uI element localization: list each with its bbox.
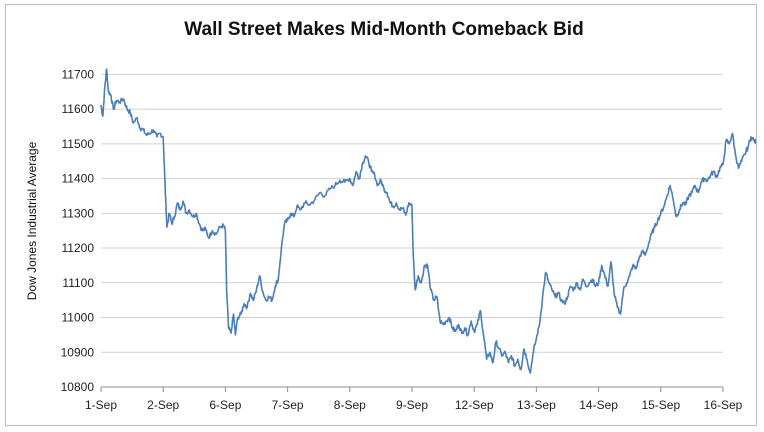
y-tick-label: 11200 bbox=[62, 241, 95, 255]
y-tick-label: 10800 bbox=[61, 380, 95, 394]
y-tick-label: 11500 bbox=[62, 137, 95, 151]
y-axis-tick-labels: 10800 10900 11000 11100 11200 11300 11400 11500… bbox=[61, 67, 95, 394]
y-tick-label: 11000 bbox=[62, 311, 95, 325]
x-tick-label: 7-Sep bbox=[272, 398, 304, 412]
x-tick-label: 13-Sep bbox=[517, 398, 556, 412]
x-axis-tick-labels: 1-Sep 2-Sep 6-Sep 7-Sep 8-Sep 9-Sep 12-Sep 13-S… bbox=[85, 398, 743, 412]
line-chart: Wall Street Makes Mid-Month Comeback Bid… bbox=[25, 19, 756, 412]
series-line-dow-jones bbox=[100, 68, 756, 374]
y-tick-label: 11600 bbox=[62, 102, 95, 116]
y-axis-title: Dow Jones Industrial Average bbox=[25, 141, 39, 300]
chart-frame: Wall Street Makes Mid-Month Comeback Bid… bbox=[5, 4, 757, 426]
x-tick-label: 8-Sep bbox=[334, 398, 366, 412]
chart-title: Wall Street Makes Mid-Month Comeback Bid bbox=[184, 19, 583, 40]
x-axis bbox=[100, 386, 724, 392]
x-tick-label: 9-Sep bbox=[396, 398, 428, 412]
x-tick-label: 12-Sep bbox=[455, 398, 494, 412]
x-tick-label: 2-Sep bbox=[147, 398, 179, 412]
x-tick-label: 6-Sep bbox=[209, 398, 241, 412]
y-tick-label: 10900 bbox=[61, 345, 95, 359]
x-tick-label: 1-Sep bbox=[85, 398, 117, 412]
y-tick-label: 11100 bbox=[62, 276, 94, 290]
x-tick-label: 16-Sep bbox=[704, 398, 743, 412]
series-layer bbox=[100, 68, 756, 374]
x-tick-label: 14-Sep bbox=[579, 398, 618, 412]
y-tick-label: 11700 bbox=[62, 67, 95, 81]
y-tick-label: 11300 bbox=[62, 206, 95, 220]
y-tick-label: 11400 bbox=[62, 172, 95, 186]
x-tick-label: 15-Sep bbox=[641, 398, 680, 412]
